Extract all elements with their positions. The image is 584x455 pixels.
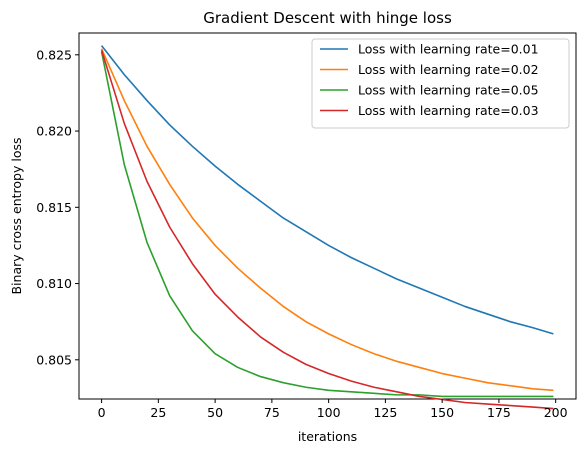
y-axis-label: Binary cross entropy loss — [9, 137, 24, 294]
y-tick-label: 0.820 — [36, 124, 72, 139]
y-axis-ticks: 0.805 0.810 0.815 0.820 0.825 — [36, 47, 79, 367]
y-tick-label: 0.805 — [36, 352, 72, 367]
y-tick-label: 0.815 — [36, 200, 72, 215]
x-tick-label: 25 — [150, 405, 166, 420]
legend-label: Loss with learning rate=0.01 — [358, 42, 539, 57]
x-tick-label: 0 — [98, 405, 106, 420]
plot-frame — [78, 32, 577, 400]
legend: Loss with learning rate=0.01 Loss with le… — [311, 38, 570, 129]
x-axis-ticks: 0 25 50 75 100 125 150 175 200 — [98, 399, 568, 420]
x-tick-label: 100 — [317, 405, 341, 420]
series-line-4 — [100, 49, 554, 410]
x-tick-label: 50 — [207, 405, 223, 420]
series-line-2 — [100, 48, 554, 392]
x-axis-label: iterations — [298, 429, 357, 444]
plot-area: 0 25 50 75 100 125 150 175 200 0.8050.8100.8150.… — [36, 32, 577, 420]
y-tick-label: 0.825 — [36, 47, 72, 62]
legend-label: Loss with learning rate=0.05 — [358, 83, 539, 98]
legend-box — [311, 38, 570, 129]
x-tick-label: 175 — [487, 405, 511, 420]
series-layer — [100, 45, 554, 410]
series-line-3 — [100, 51, 554, 398]
x-tick-label: 125 — [373, 405, 397, 420]
series-line-1 — [100, 45, 554, 335]
chart-title: Gradient Descent with hinge loss — [203, 9, 452, 27]
x-tick-label: 200 — [544, 405, 568, 420]
y-tick-label: 0.810 — [36, 276, 72, 291]
legend-label: Loss with learning rate=0.02 — [358, 62, 539, 77]
legend-label: Loss with learning rate=0.03 — [358, 103, 539, 118]
x-tick-label: 150 — [430, 405, 454, 420]
x-tick-label: 75 — [264, 405, 280, 420]
